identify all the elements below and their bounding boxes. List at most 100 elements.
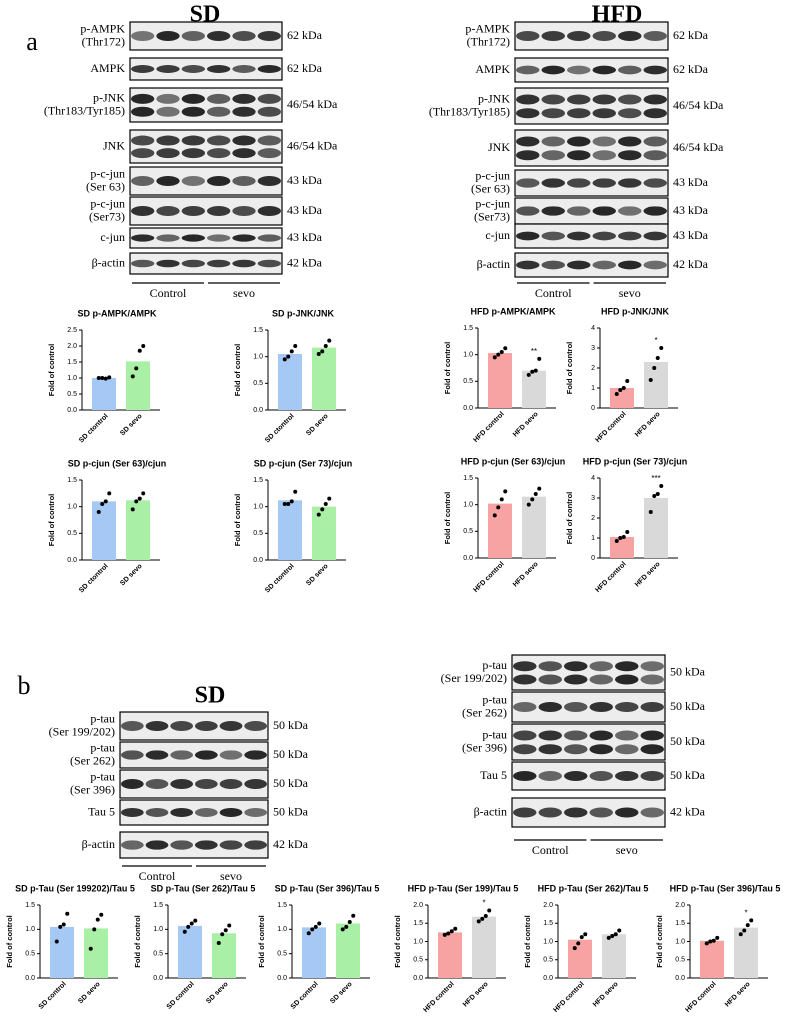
blot-band xyxy=(567,150,591,161)
blot-band xyxy=(120,779,144,789)
x-tick-label: HFD control xyxy=(552,981,585,1014)
protein-label: JNK xyxy=(488,140,510,154)
data-point xyxy=(286,502,291,506)
chart-title: SD p-cjun (Ser 73)/cjun xyxy=(254,458,353,468)
data-point xyxy=(572,946,577,951)
chart-title: SD p-Tau (Ser 262)/Tau 5 xyxy=(151,883,256,893)
y-tick-label: 2 xyxy=(591,515,595,522)
bar-chart: HFD p-Tau (Ser 262)/Tau 5 Fold of control… xyxy=(523,883,648,1014)
protein-label: p-AMPK xyxy=(465,21,510,35)
bar xyxy=(312,506,336,560)
blot-frame xyxy=(514,21,669,51)
data-point xyxy=(480,916,485,921)
blot-band xyxy=(232,106,256,117)
group-label: sevo xyxy=(233,286,255,300)
chart-title: HFD p-cjun (Ser 73)/cjun xyxy=(583,456,688,466)
blot-frame xyxy=(129,129,283,164)
bar-chart: SD p-Tau (Ser 396)/Tau 5 Fold of control 0… xyxy=(257,883,379,1010)
blot-band xyxy=(618,136,642,147)
x-tick-label: SD sevo xyxy=(329,981,353,1005)
blot-band xyxy=(120,840,144,850)
blot-band xyxy=(592,31,616,41)
blot-band xyxy=(592,206,616,216)
x-tick-label: HFD sevo xyxy=(512,561,540,589)
bar-chart: SD p-Tau (Ser 199202)/Tau 5 Fold of contr… xyxy=(5,883,135,1010)
y-tick-label: 0.0 xyxy=(153,975,163,982)
protein-label: AMPK xyxy=(90,61,125,75)
y-tick-label: 1.5 xyxy=(277,902,287,909)
blot-band xyxy=(170,721,194,731)
data-point xyxy=(583,932,588,937)
panel-label: b xyxy=(18,671,31,700)
blot-band xyxy=(156,65,180,73)
blot-frame xyxy=(511,654,666,691)
y-tick-label: 1.5 xyxy=(67,477,77,484)
blot-band xyxy=(640,744,664,755)
blot-band xyxy=(513,674,537,685)
data-point xyxy=(483,913,488,918)
data-point xyxy=(496,352,501,357)
y-tick-label: 0.0 xyxy=(67,407,77,414)
y-tick-label: 0.5 xyxy=(25,951,35,958)
blot-band xyxy=(567,65,591,75)
blot-band xyxy=(207,93,231,104)
data-point xyxy=(704,941,709,946)
data-point xyxy=(499,497,504,502)
data-point xyxy=(137,348,142,353)
data-point xyxy=(130,507,135,512)
data-point xyxy=(316,352,321,356)
y-tick-label: 0.0 xyxy=(463,555,473,562)
y-tick-label: 1.0 xyxy=(25,926,35,933)
protein-label: AMPK xyxy=(475,62,510,76)
data-point xyxy=(492,513,497,518)
blot-band xyxy=(541,31,565,41)
bar xyxy=(610,388,634,408)
blot-band xyxy=(516,231,540,241)
data-point xyxy=(533,368,538,373)
y-axis-label: Fold of control xyxy=(565,342,574,395)
blot-band xyxy=(219,779,243,789)
blot-band xyxy=(207,259,231,268)
blot-band xyxy=(516,150,540,161)
blot-frame xyxy=(514,197,669,225)
bar xyxy=(438,932,462,978)
y-tick-label: 1.5 xyxy=(67,359,77,366)
blot-band xyxy=(131,148,155,159)
protein-label: (Ser 63) xyxy=(86,179,125,193)
data-point xyxy=(711,938,716,943)
y-tick-label: 0.5 xyxy=(413,957,423,964)
y-tick-label: 2.0 xyxy=(675,902,685,909)
blot-band xyxy=(640,702,664,712)
data-point xyxy=(100,502,105,506)
blot-band xyxy=(513,744,537,755)
blot-band xyxy=(145,808,169,817)
protein-label: (Ser 396) xyxy=(462,740,507,754)
mw-label: 62 kDa xyxy=(287,61,323,75)
y-tick-label: 2.0 xyxy=(543,902,553,909)
blot-band xyxy=(145,750,169,760)
data-point xyxy=(745,923,750,928)
bar-chart: HFD p-Tau (Ser 199)/Tau 5 Fold of control… xyxy=(393,883,518,1014)
y-tick-label: 0 xyxy=(591,405,595,412)
protein-label: p-tau xyxy=(90,740,115,754)
blot-band xyxy=(640,661,664,672)
y-tick-label: 2.5 xyxy=(67,327,77,334)
data-point xyxy=(193,918,198,923)
blot-band xyxy=(567,94,591,105)
mw-label: 50 kDa xyxy=(273,747,309,761)
y-tick-label: 0.5 xyxy=(277,951,287,958)
blot-band xyxy=(156,176,180,186)
blot-band xyxy=(131,259,155,268)
y-axis-label: Fold of control xyxy=(443,342,452,395)
chart-title: SD p-AMPK/AMPK xyxy=(78,308,157,318)
blot-band xyxy=(516,94,540,105)
data-point xyxy=(617,928,622,933)
data-point xyxy=(614,392,619,396)
blot-band xyxy=(589,674,613,685)
blot-band xyxy=(567,206,591,216)
mw-label: 50 kDa xyxy=(670,768,706,782)
blot-band xyxy=(207,234,231,242)
y-axis-label: Fold of control xyxy=(393,915,402,968)
y-tick-label: 3 xyxy=(591,345,595,352)
x-tick-label: SD sevo xyxy=(305,563,329,587)
